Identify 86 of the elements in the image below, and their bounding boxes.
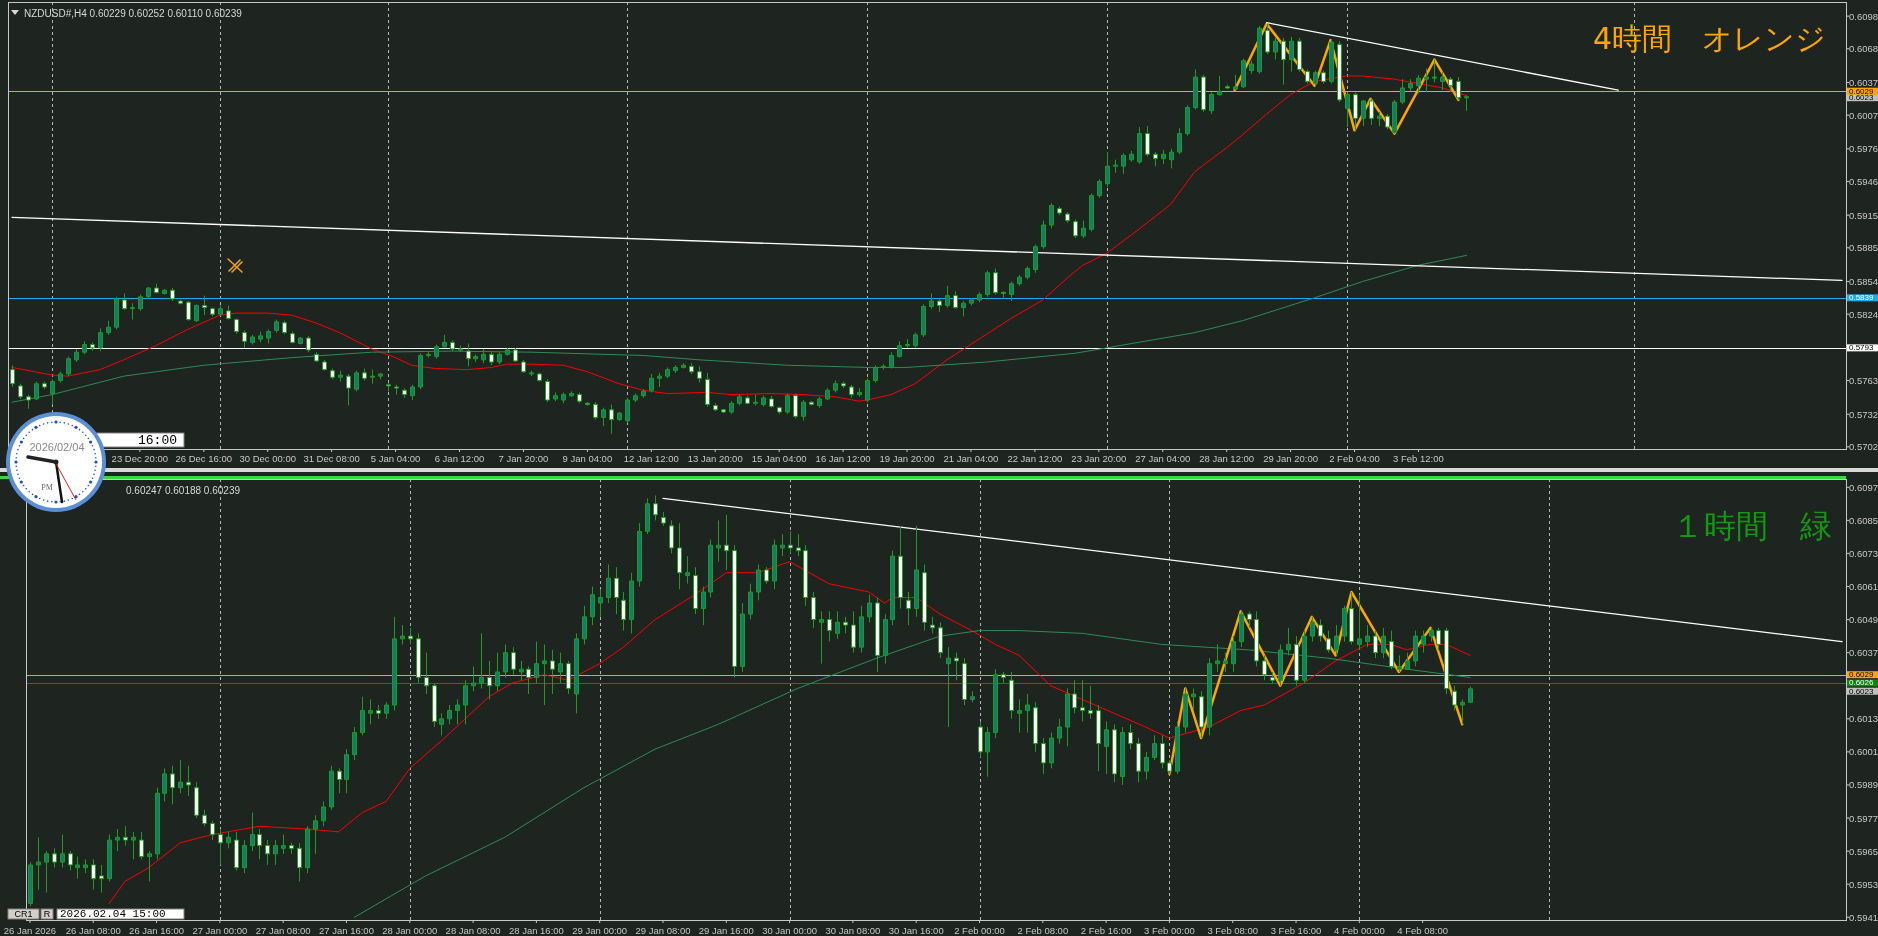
x-tick-label: 9 Jan 04:00 bbox=[562, 452, 613, 464]
y-tick-label: 0.6073 bbox=[1849, 547, 1878, 559]
y-tick-label: 0.6007 bbox=[1849, 109, 1878, 121]
x-tick-label: 2 Feb 16:00 bbox=[1080, 924, 1132, 936]
text: 0.60247 0.60188 0.60239 bbox=[126, 484, 241, 496]
x-tick-label: 2 Feb 00:00 bbox=[954, 924, 1005, 936]
x-tick-label: 26 Jan 16:00 bbox=[129, 924, 185, 936]
y-tick-label: 0.6097 bbox=[1849, 481, 1878, 493]
x-tick-label: 26 Jan 2026 bbox=[3, 924, 57, 936]
annotation: 16:00 bbox=[138, 432, 178, 448]
y-tick-label: 0.5885 bbox=[1849, 242, 1878, 254]
y-tick-label: 0.5915 bbox=[1849, 209, 1878, 221]
x-tick-label: 3 Feb 16:00 bbox=[1270, 924, 1322, 936]
x-tick-label: 2 Feb 04:00 bbox=[1329, 452, 1380, 464]
y-tick-label: 0.6001 bbox=[1849, 746, 1878, 758]
x-tick-label: 22 Jan 12:00 bbox=[1007, 452, 1063, 464]
x-tick-label: 23 Jan 20:00 bbox=[1071, 452, 1127, 464]
x-tick-label: 15 Jan 04:00 bbox=[751, 452, 807, 464]
x-tick-label: 29 Jan 00:00 bbox=[572, 924, 628, 936]
y-tick-label: 0.6037 bbox=[1849, 647, 1878, 659]
y-tick-label: 0.5976 bbox=[1849, 143, 1878, 155]
y-tick-label: 0.6085 bbox=[1849, 514, 1878, 526]
x-tick-label: 12 Jan 12:00 bbox=[623, 452, 679, 464]
y-tick-label: 0.5854 bbox=[1849, 276, 1878, 288]
x-tick-label: 4 Feb 08:00 bbox=[1397, 924, 1449, 936]
y-tick-label: 0.5953 bbox=[1849, 878, 1878, 890]
x-tick-label: 30 Jan 16:00 bbox=[888, 924, 944, 936]
ref-line-label: 0.6029 bbox=[1849, 86, 1875, 96]
x-tick-label: 26 Dec 16:00 bbox=[175, 452, 233, 464]
x-tick-label: 30 Dec 00:00 bbox=[239, 452, 296, 464]
y-tick-label: 0.5732 bbox=[1849, 408, 1878, 420]
x-tick-label: 31 Dec 08:00 bbox=[303, 452, 360, 464]
x-tick-label: 7 Jan 20:00 bbox=[498, 452, 549, 464]
x-tick-label: 13 Jan 20:00 bbox=[687, 452, 743, 464]
ref-line-label: 0.5793 bbox=[1849, 343, 1875, 353]
x-tick-label: 2 Feb 08:00 bbox=[1017, 924, 1069, 936]
y-tick-label: 0.6037 bbox=[1849, 76, 1878, 88]
y-tick-label: 0.6049 bbox=[1849, 614, 1878, 626]
y-tick-label: 0.5965 bbox=[1849, 845, 1878, 857]
x-tick-label: 3 Feb 08:00 bbox=[1207, 924, 1259, 936]
y-tick-label: 0.5824 bbox=[1849, 308, 1878, 320]
x-tick-label: 30 Jan 00:00 bbox=[762, 924, 818, 936]
y-tick-label: 0.5977 bbox=[1849, 812, 1878, 824]
y-tick-label: 0.5763 bbox=[1849, 374, 1878, 386]
x-tick-label: 4 Feb 00:00 bbox=[1333, 924, 1385, 936]
x-tick-label: 27 Jan 08:00 bbox=[255, 924, 311, 936]
annotation: 2026.02.04 15:00 bbox=[60, 908, 166, 920]
x-tick-label: 3 Feb 12:00 bbox=[1393, 452, 1444, 464]
x-tick-label: 21 Jan 04:00 bbox=[943, 452, 999, 464]
x-tick-label: 5 Jan 04:00 bbox=[370, 452, 421, 464]
text: 0.6023 bbox=[1849, 686, 1875, 696]
ref-line-label: 0.5839 bbox=[1849, 293, 1875, 303]
y-tick-label: 0.5946 bbox=[1849, 175, 1878, 187]
x-tick-label: 3 Feb 00:00 bbox=[1144, 924, 1195, 936]
annotation: PM bbox=[41, 482, 53, 492]
annotation: 2026/02/04 bbox=[29, 441, 85, 453]
x-tick-label: 16 Jan 12:00 bbox=[815, 452, 871, 464]
x-tick-label: 29 Jan 20:00 bbox=[1263, 452, 1319, 464]
x-tick-label: 27 Jan 04:00 bbox=[1135, 452, 1191, 464]
y-tick-label: 0.6061 bbox=[1849, 580, 1878, 592]
x-tick-label: 26 Jan 08:00 bbox=[65, 924, 121, 936]
x-tick-label: 19 Jan 20:00 bbox=[879, 452, 935, 464]
y-tick-label: 0.6098 bbox=[1849, 10, 1878, 22]
annotation: １時間 緑 bbox=[1672, 507, 1832, 545]
x-tick-label: 28 Jan 16:00 bbox=[508, 924, 564, 936]
x-tick-label: 27 Jan 00:00 bbox=[192, 924, 248, 936]
ref-line-label: 0.6029 bbox=[1849, 670, 1875, 680]
x-tick-label: 29 Jan 08:00 bbox=[635, 924, 691, 936]
y-tick-label: 0.5702 bbox=[1849, 441, 1878, 453]
y-tick-label: 0.5941 bbox=[1849, 911, 1878, 923]
x-tick-label: 23 Dec 20:00 bbox=[111, 452, 169, 464]
x-tick-label: 28 Jan 08:00 bbox=[445, 924, 501, 936]
x-tick-label: 27 Jan 16:00 bbox=[319, 924, 374, 936]
x-tick-label: 28 Jan 12:00 bbox=[1199, 452, 1255, 464]
text: NZDUSD#,H4 0.60229 0.60252 0.60110 0.60239 bbox=[24, 7, 243, 19]
ref-line-label: 0.6026 bbox=[1849, 678, 1875, 688]
y-tick-label: 0.5989 bbox=[1849, 779, 1878, 791]
x-tick-label: 6 Jan 12:00 bbox=[434, 452, 485, 464]
x-tick-label: 29 Jan 16:00 bbox=[698, 924, 754, 936]
annotation: CR1 bbox=[14, 909, 33, 919]
y-tick-label: 0.6068 bbox=[1849, 43, 1878, 55]
x-tick-label: 28 Jan 00:00 bbox=[382, 924, 438, 936]
text: 0.6023 bbox=[1849, 93, 1875, 103]
x-tick-label: 30 Jan 08:00 bbox=[825, 924, 881, 936]
y-tick-label: 0.6013 bbox=[1849, 713, 1878, 725]
annotation: 4時間 オレンジ bbox=[1592, 21, 1826, 56]
